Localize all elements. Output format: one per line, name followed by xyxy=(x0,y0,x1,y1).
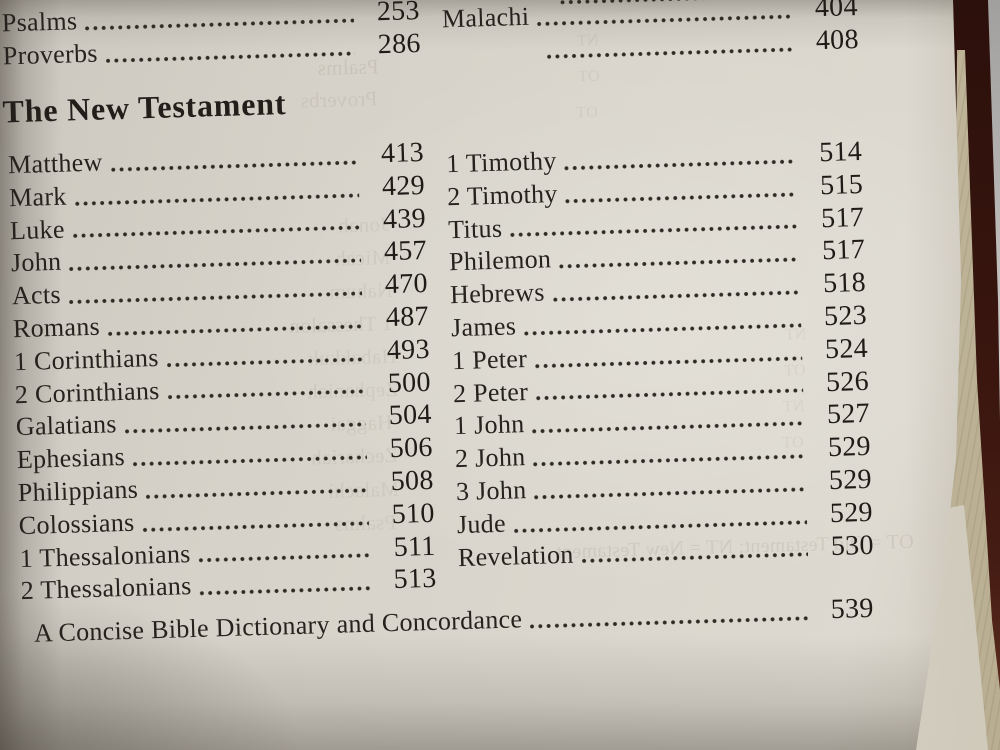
book-name: Acts xyxy=(11,279,62,311)
book-name: Colossians xyxy=(18,507,135,540)
book-name: Psalms xyxy=(1,6,78,38)
book-name: Titus xyxy=(447,213,503,244)
book-name: 2 Timothy xyxy=(446,178,558,212)
book-name: 2 Peter xyxy=(452,376,529,408)
book-name: 1 John xyxy=(453,409,525,441)
dot-leader xyxy=(132,452,368,469)
dot-leader xyxy=(580,550,809,566)
book-name: 2 John xyxy=(454,442,526,474)
dictionary-concordance-title: A Concise Bible Dictionary and Concordan… xyxy=(33,604,523,648)
book-name: Proverbs xyxy=(2,38,99,71)
dot-leader xyxy=(145,485,369,502)
page-number: 506 xyxy=(389,432,434,465)
page-number: 286 xyxy=(377,27,422,61)
dot-leader xyxy=(165,354,365,370)
book-name: 1 Thessalonians xyxy=(19,538,191,573)
old-testament-tail-right-column: Malachi 404 408 xyxy=(442,0,860,69)
page-number: 500 xyxy=(387,366,432,399)
page-number: 539 xyxy=(830,592,875,626)
page-number: 493 xyxy=(386,333,431,366)
book-name: Hebrews xyxy=(449,277,546,310)
page-number: 404 xyxy=(814,0,859,24)
dot-leader xyxy=(197,551,370,566)
page-number: 429 xyxy=(381,169,426,203)
new-testament-right-column: 1 Timothy 514 2 Timothy 515 Titus 517 Ph… xyxy=(446,136,874,575)
book-name: Jude xyxy=(456,508,507,539)
book-name: John xyxy=(10,247,62,278)
page-number: 508 xyxy=(390,464,435,498)
dot-leader xyxy=(529,613,809,631)
page-number: 470 xyxy=(384,268,429,301)
ghost-text: OT xyxy=(577,67,600,86)
book-name: 1 Timothy xyxy=(445,146,558,179)
ghost-text: OT xyxy=(575,103,598,122)
book-name: 1 Peter xyxy=(451,343,528,375)
old-testament-tail-left-column: Psalms 253 Proverbs 286 xyxy=(1,0,421,73)
book-name: Ephesians xyxy=(16,442,126,475)
dot-leader xyxy=(141,518,370,535)
book-name: Mark xyxy=(8,181,68,213)
book-name: Matthew xyxy=(7,147,104,180)
new-testament-left-column: Matthew 413 Mark 429 Luke 439 John 457 A xyxy=(8,137,437,608)
dot-leader xyxy=(563,156,797,173)
page-number: 504 xyxy=(388,399,433,432)
page-number: 514 xyxy=(818,135,863,169)
page-number: 529 xyxy=(829,496,874,529)
dot-leader xyxy=(123,419,367,437)
page-number: 253 xyxy=(376,0,421,28)
page-number: 527 xyxy=(826,398,871,431)
page-number: 515 xyxy=(819,168,864,202)
page-number: 510 xyxy=(391,497,436,530)
dot-leader xyxy=(545,44,794,61)
book-name: Philemon xyxy=(448,244,552,277)
ghost-text: Proverbs xyxy=(299,86,378,113)
page-number: 511 xyxy=(393,530,437,563)
book-name xyxy=(443,57,539,60)
dot-leader xyxy=(536,11,793,29)
dot-leader xyxy=(107,321,364,339)
book-name: 3 John xyxy=(455,475,527,507)
dot-leader xyxy=(564,189,798,206)
book-name: Malachi xyxy=(441,1,530,34)
book-name: Galatians xyxy=(15,409,118,442)
page-number: 408 xyxy=(815,23,860,57)
book-name: 1 Corinthians xyxy=(13,342,160,376)
page-number: 530 xyxy=(830,529,875,562)
book-name: Philippians xyxy=(17,474,139,508)
dot-leader xyxy=(551,287,801,305)
page-number: 517 xyxy=(820,201,865,234)
page-number: 529 xyxy=(827,431,872,464)
page-number: 513 xyxy=(393,563,438,596)
page-number: 518 xyxy=(822,267,867,300)
page-number: 523 xyxy=(823,299,868,333)
page-number: 439 xyxy=(382,202,427,235)
page-number: 524 xyxy=(824,332,869,365)
page-number: 487 xyxy=(385,300,430,334)
book-name: Romans xyxy=(12,311,101,344)
dot-leader xyxy=(166,387,366,403)
page-number: 413 xyxy=(380,136,425,170)
page-number: 457 xyxy=(383,235,428,268)
book-name: James xyxy=(450,311,517,343)
book-name: 2 Thessalonians xyxy=(20,571,192,606)
book-name: 2 Corinthians xyxy=(14,375,161,409)
page-number: 529 xyxy=(828,463,873,497)
dot-leader xyxy=(198,583,371,598)
dot-leader xyxy=(109,157,359,175)
page-number: 517 xyxy=(821,234,866,267)
dot-leader xyxy=(104,48,356,65)
page-number: 526 xyxy=(825,365,870,398)
section-heading: The New Testament xyxy=(1,85,287,130)
dot-leader xyxy=(558,255,800,272)
book-name: Luke xyxy=(9,214,66,245)
book-name: Revelation xyxy=(457,539,574,572)
